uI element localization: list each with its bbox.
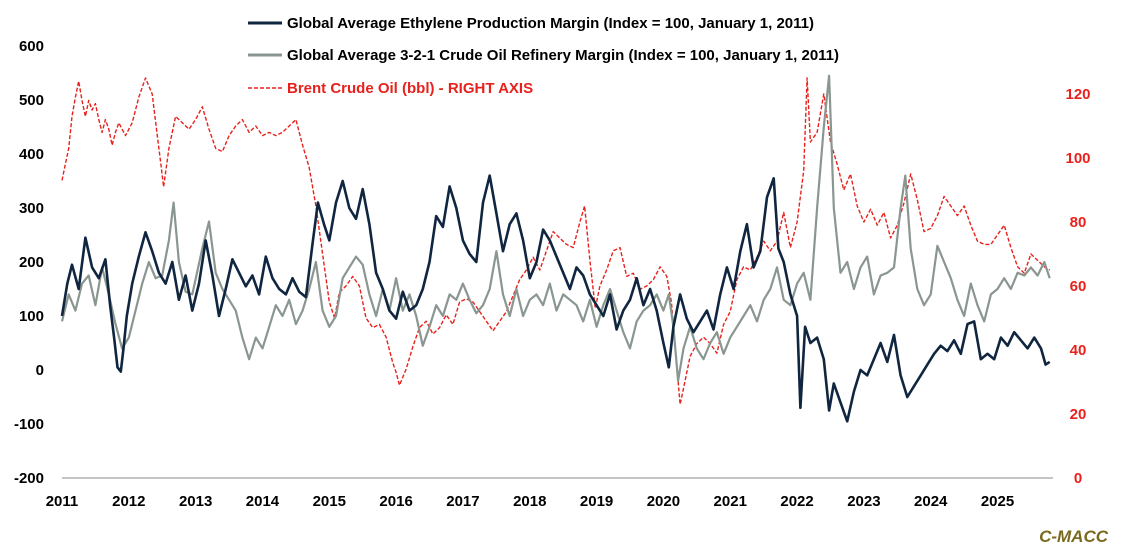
- x-tick-label: 2014: [246, 493, 280, 510]
- ethylene-margin-line: [60, 174, 1051, 423]
- legend-label: Brent Crude Oil (bbl) - RIGHT AXIS: [287, 80, 533, 97]
- y-left-tick-label: 100: [19, 308, 44, 325]
- x-tick-label: 2017: [446, 493, 479, 510]
- legend-label: Global Average Ethylene Production Margi…: [287, 15, 814, 32]
- y-right-tick-label: 120: [1065, 86, 1090, 103]
- x-tick-label: 2016: [379, 493, 412, 510]
- y-right-tick-label: 100: [1065, 150, 1090, 167]
- x-tick-label: 2013: [179, 493, 212, 510]
- y-left-tick-label: 500: [19, 92, 44, 109]
- x-tick-label: 2012: [112, 493, 145, 510]
- y-right-tick-label: 60: [1070, 278, 1087, 295]
- x-tick-label: 2011: [46, 493, 79, 510]
- x-tick-label: 2019: [580, 493, 613, 510]
- y-right-tick-label: 80: [1070, 214, 1087, 231]
- x-tick-label: 2018: [513, 493, 546, 510]
- y-left-tick-label: 0: [36, 362, 44, 379]
- x-tick-label: 2022: [780, 493, 813, 510]
- watermark-text: C-MACC: [1039, 527, 1109, 546]
- y-left-tick-label: 300: [19, 200, 44, 217]
- y-left-tick-label: 400: [19, 146, 44, 163]
- y-right-tick-label: 20: [1070, 406, 1087, 423]
- x-tick-label: 2020: [647, 493, 680, 510]
- y-left-tick-label: -100: [14, 416, 44, 433]
- x-tick-label: 2021: [714, 493, 747, 510]
- refinery-margin-line: [60, 74, 1051, 382]
- x-tick-label: 2023: [847, 493, 880, 510]
- legend-label: Global Average 3-2-1 Crude Oil Refinery …: [287, 47, 839, 64]
- x-tick-label: 2015: [313, 493, 346, 510]
- series-layer: [60, 74, 1051, 423]
- y-right-tick-label: 0: [1074, 470, 1082, 487]
- x-tick-label: 2024: [914, 493, 948, 510]
- legend: Global Average Ethylene Production Margi…: [248, 15, 839, 97]
- x-tick-label: 2025: [981, 493, 1014, 510]
- y-right-tick-label: 40: [1070, 342, 1087, 359]
- x-tick-labels: 2011 2012 2013 2014 2015 2016 2017 2018 2019 2020…: [46, 493, 1014, 510]
- y-right-tick-labels: 120 100 80 60 40 20 0: [1065, 86, 1090, 487]
- brent-crude-line: [61, 77, 1051, 406]
- y-left-tick-labels: 600 500 400 300 200 100 0 -100 -200: [14, 38, 44, 487]
- y-left-tick-label: -200: [14, 470, 44, 487]
- y-left-tick-label: 200: [19, 254, 44, 271]
- y-left-tick-label: 600: [19, 38, 44, 55]
